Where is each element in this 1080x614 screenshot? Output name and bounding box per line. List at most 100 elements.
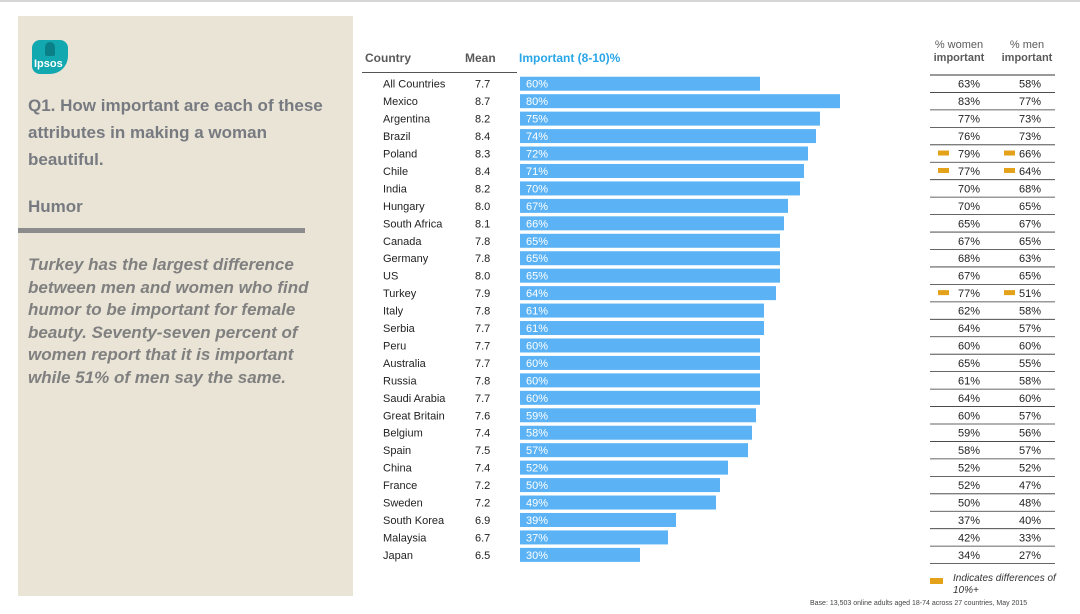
importance-bar <box>520 303 764 318</box>
left-panel: Ipsos Q1. How important are each of thes… <box>18 16 353 596</box>
importance-bar <box>520 390 760 405</box>
country-label: Australia <box>383 358 427 370</box>
mean-value: 7.7 <box>475 358 490 370</box>
ipsos-logo: Ipsos <box>32 40 68 74</box>
header-mean: Mean <box>465 51 496 65</box>
bar-value-label: 72% <box>526 149 548 161</box>
mean-value: 7.8 <box>475 306 490 318</box>
mean-value: 8.0 <box>475 201 490 213</box>
mean-value: 7.8 <box>475 253 490 265</box>
importance-bar <box>520 478 720 493</box>
bar-value-label: 60% <box>526 375 548 387</box>
mean-value: 8.3 <box>475 149 490 161</box>
women-value: 83% <box>958 96 980 108</box>
mean-value: 7.5 <box>475 445 490 457</box>
men-value: 60% <box>1019 393 1041 405</box>
women-value: 37% <box>958 515 980 527</box>
bar-value-label: 59% <box>526 410 548 422</box>
men-value: 57% <box>1019 323 1041 335</box>
mean-value: 6.5 <box>475 550 490 562</box>
importance-bar <box>520 338 760 353</box>
women-value: 70% <box>958 183 980 195</box>
women-value: 52% <box>958 463 980 475</box>
women-value: 77% <box>958 114 980 126</box>
header-men-line2: important <box>1001 52 1053 64</box>
bar-value-label: 65% <box>526 236 548 248</box>
header-country: Country <box>365 51 411 65</box>
bar-value-label: 50% <box>526 480 548 492</box>
importance-bar <box>520 216 784 231</box>
country-label: Belgium <box>383 428 423 440</box>
importance-bar <box>520 233 780 248</box>
difference-marker <box>1004 290 1015 296</box>
mean-value: 7.2 <box>475 498 490 510</box>
bar-value-label: 60% <box>526 393 548 405</box>
women-value: 79% <box>958 149 980 161</box>
women-value: 63% <box>958 79 980 91</box>
men-value: 60% <box>1019 340 1041 352</box>
country-label: Sweden <box>383 498 423 510</box>
importance-bar <box>520 94 840 109</box>
country-label: India <box>383 183 408 195</box>
men-value: 68% <box>1019 183 1041 195</box>
mean-value: 8.4 <box>475 131 490 143</box>
mean-value: 7.4 <box>475 463 490 475</box>
men-value: 33% <box>1019 532 1041 544</box>
difference-marker <box>938 167 949 173</box>
men-value: 56% <box>1019 428 1041 440</box>
bar-value-label: 65% <box>526 271 548 283</box>
men-value: 47% <box>1019 480 1041 492</box>
country-label: US <box>383 271 398 283</box>
women-value: 76% <box>958 131 980 143</box>
logo-text: Ipsos <box>34 58 63 70</box>
women-value: 50% <box>958 498 980 510</box>
country-label: Russia <box>383 375 418 387</box>
importance-bar <box>520 443 748 458</box>
legend-swatch <box>930 578 943 584</box>
bar-value-label: 71% <box>526 166 548 178</box>
men-value: 65% <box>1019 236 1041 248</box>
men-value: 64% <box>1019 166 1041 178</box>
country-label: Argentina <box>383 114 431 126</box>
bar-value-label: 70% <box>526 183 548 195</box>
country-label: Great Britain <box>383 410 445 422</box>
importance-bar <box>520 355 760 370</box>
importance-bar <box>520 111 820 126</box>
men-value: 57% <box>1019 410 1041 422</box>
divider <box>18 228 305 233</box>
importance-bar <box>520 530 668 545</box>
mean-value: 8.4 <box>475 166 490 178</box>
header-women-line1: % women <box>934 39 984 51</box>
women-value: 65% <box>958 358 980 370</box>
men-value: 77% <box>1019 96 1041 108</box>
bar-value-label: 49% <box>526 498 548 510</box>
mean-value: 7.7 <box>475 340 490 352</box>
women-value: 68% <box>958 253 980 265</box>
men-value: 73% <box>1019 131 1041 143</box>
question-text: Q1. How important are each of these attr… <box>28 96 323 169</box>
country-label: Saudi Arabia <box>383 393 446 405</box>
insight-text: Turkey has the largest difference betwee… <box>28 255 309 387</box>
country-label: Mexico <box>383 96 418 108</box>
country-label: Peru <box>383 340 406 352</box>
women-value: 70% <box>958 201 980 213</box>
importance-bar <box>520 512 676 527</box>
bar-value-label: 39% <box>526 515 548 527</box>
women-value: 52% <box>958 480 980 492</box>
bar-value-label: 60% <box>526 340 548 352</box>
women-value: 60% <box>958 410 980 422</box>
importance-bar <box>520 268 780 283</box>
header-men-line1: % men <box>1009 39 1045 51</box>
importance-bar <box>520 321 764 336</box>
header-women: % women important <box>919 39 999 65</box>
importance-bar <box>520 251 780 266</box>
bar-value-label: 52% <box>526 463 548 475</box>
women-value: 42% <box>958 532 980 544</box>
importance-bar <box>520 373 760 388</box>
men-value: 55% <box>1019 358 1041 370</box>
importance-bar <box>520 460 728 475</box>
women-value: 64% <box>958 323 980 335</box>
men-value: 51% <box>1019 288 1041 300</box>
mean-value: 7.2 <box>475 480 490 492</box>
